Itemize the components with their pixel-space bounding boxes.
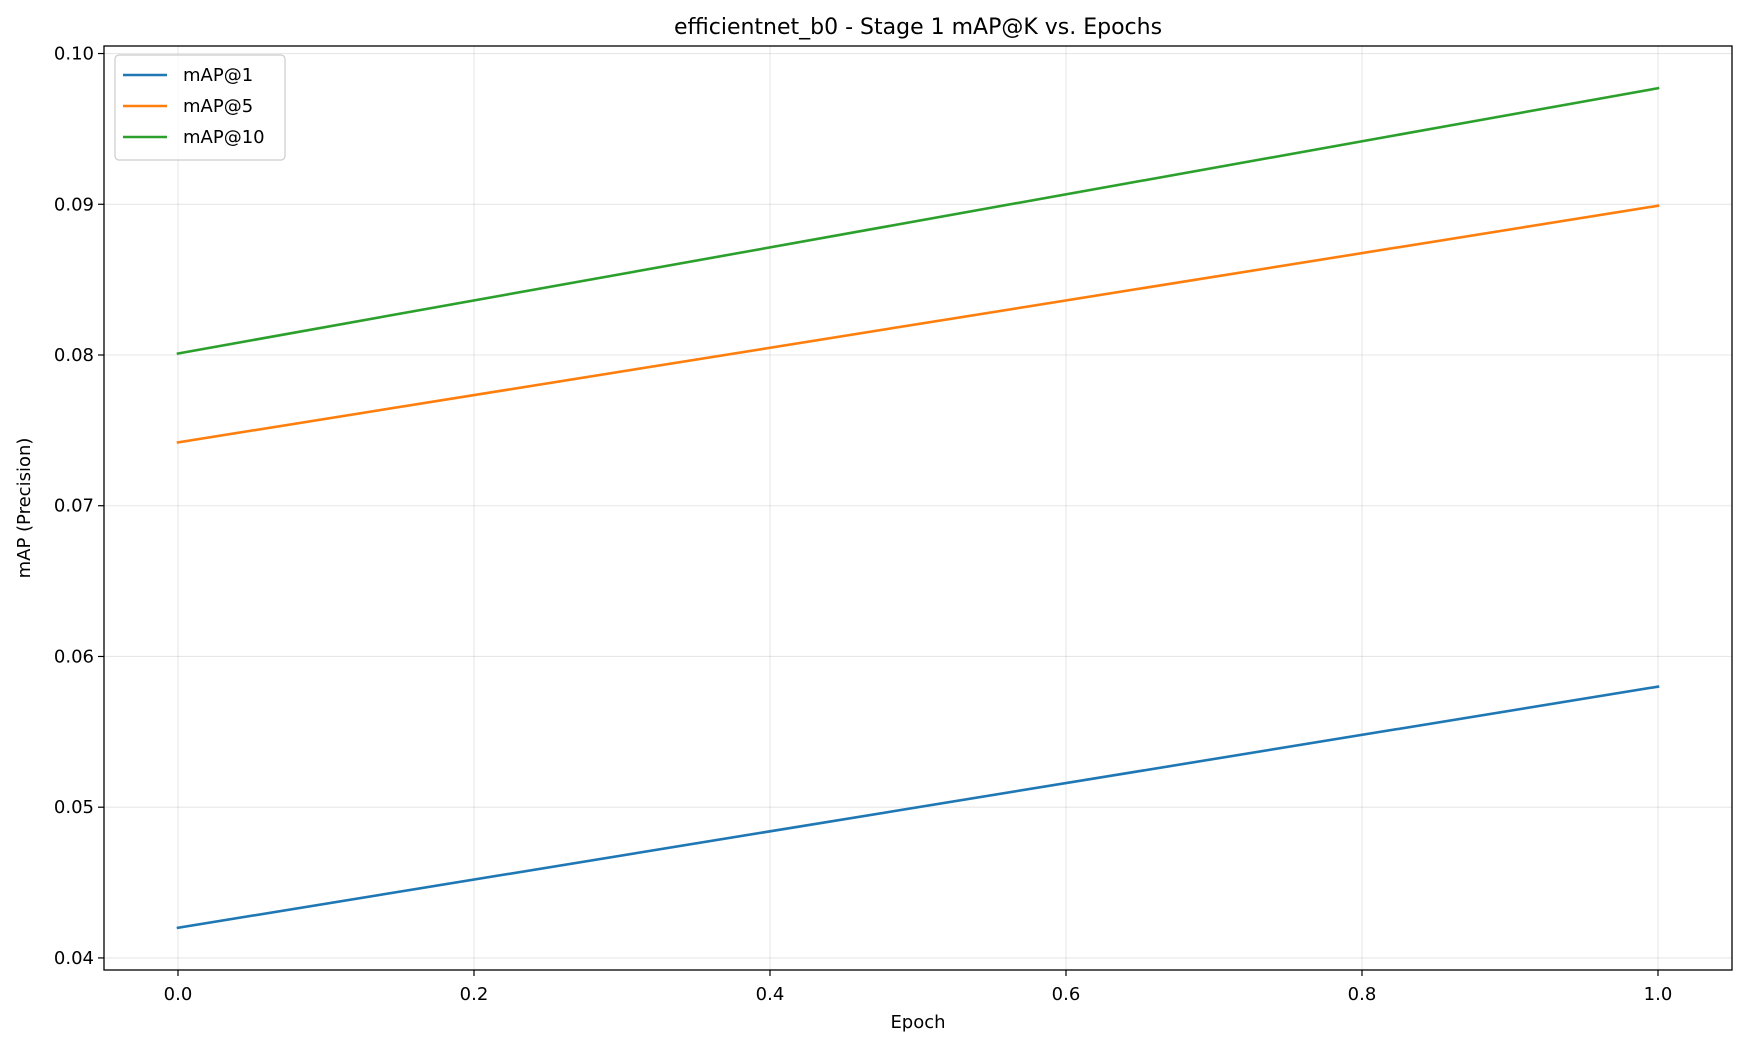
series-line-map-10 bbox=[176, 86, 1660, 356]
x-axis-ticks: 0.0 0.2 0.4 0.6 0.8 1.0 bbox=[164, 970, 1673, 1005]
series-lines bbox=[176, 86, 1660, 930]
plot-frame bbox=[103, 45, 1733, 971]
legend-label: mAP@10 bbox=[183, 127, 265, 148]
legend-label: mAP@1 bbox=[183, 65, 253, 86]
y-tick-label: 0.07 bbox=[54, 496, 94, 517]
chart-title: efficientnet_b0 - Stage 1 mAP@K vs. Epoc… bbox=[674, 15, 1162, 40]
y-tick-label: 0.09 bbox=[54, 194, 94, 215]
y-tick-label: 0.06 bbox=[54, 646, 94, 667]
legend-box bbox=[114, 54, 286, 161]
grid-lines bbox=[104, 46, 1732, 970]
legend: mAP@1 mAP@5 mAP@10 bbox=[114, 54, 286, 161]
x-tick-label: 1.0 bbox=[1644, 984, 1673, 1005]
x-axis-label: Epoch bbox=[890, 1012, 945, 1033]
y-tick-label: 0.08 bbox=[54, 345, 94, 366]
y-axis-label: mAP (Precision) bbox=[14, 438, 35, 579]
y-tick-label: 0.05 bbox=[54, 797, 94, 818]
x-tick-label: 0.0 bbox=[164, 984, 193, 1005]
x-tick-label: 0.6 bbox=[1052, 984, 1081, 1005]
y-tick-label: 0.10 bbox=[54, 44, 94, 65]
x-tick-label: 0.8 bbox=[1348, 984, 1377, 1005]
x-tick-label: 0.2 bbox=[460, 984, 489, 1005]
x-tick-label: 0.4 bbox=[756, 984, 785, 1005]
series-line-map-1 bbox=[176, 685, 1660, 930]
y-tick-label: 0.04 bbox=[54, 948, 94, 969]
series-line-map-5 bbox=[176, 204, 1660, 444]
legend-label: mAP@5 bbox=[183, 96, 253, 117]
y-axis-ticks: 0.04 0.05 0.06 0.07 0.08 0.09 0.10 bbox=[54, 44, 104, 969]
